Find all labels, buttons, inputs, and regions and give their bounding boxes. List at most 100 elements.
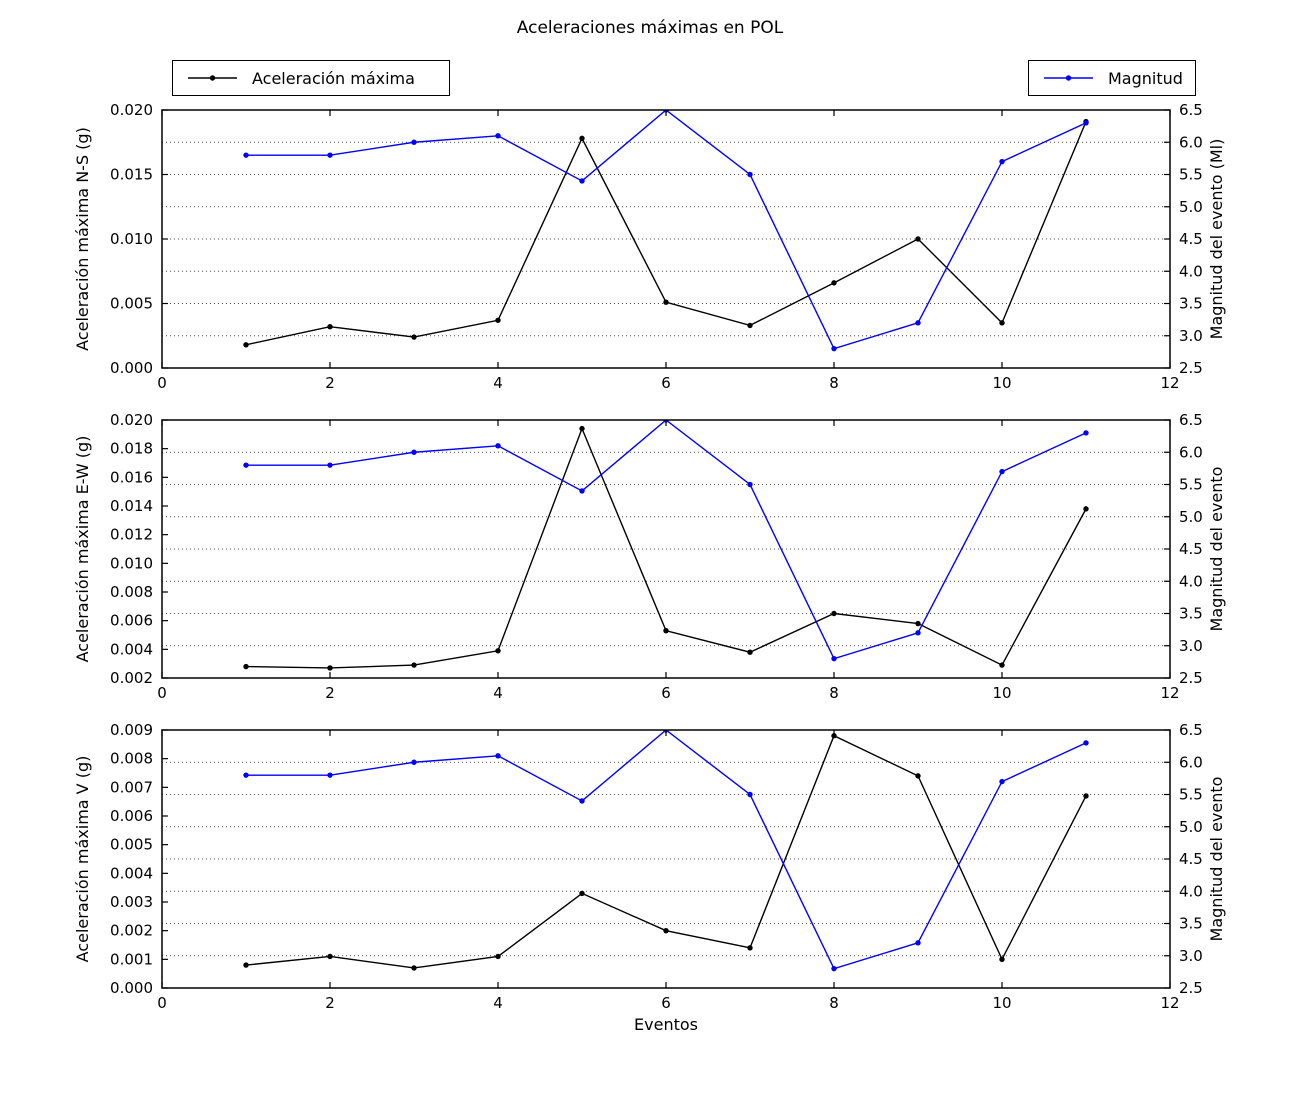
x-tick-label: 8 [829, 374, 839, 392]
y-tick-label-left: 0.009 [110, 721, 153, 739]
right-axis-label: Magnitud del evento [1207, 467, 1226, 632]
accel-line-swatch-icon [188, 75, 237, 81]
y-tick-label-left: 0.005 [110, 836, 153, 854]
x-tick-label: 6 [661, 374, 671, 392]
ns-magnitude-marker [831, 345, 837, 352]
y-tick-label-left: 0.008 [110, 750, 153, 768]
y-tick-label-right: 3.0 [1179, 327, 1203, 345]
y-tick-label-right: 6.0 [1179, 133, 1203, 151]
v-magnitude-marker [1083, 740, 1089, 746]
x-tick-label: 8 [829, 994, 839, 1012]
y-tick-label-left: 0.010 [110, 554, 153, 572]
magnitude-line-swatch-icon [1044, 75, 1093, 81]
ns-accel-line [245, 121, 1087, 346]
x-tick-label: 2 [325, 374, 335, 392]
y-tick-label-right: 6.0 [1179, 443, 1203, 461]
y-tick-label-right: 5.0 [1179, 198, 1203, 216]
subplot-ew: 0 2 4 6 8 10 12 0.002 0.004 0.006 0.008 0.010 0.012 0… [73, 411, 1226, 702]
ns-accel-marker [327, 324, 333, 330]
v-accel-marker [579, 890, 585, 897]
y-tick-label-right: 3.5 [1179, 915, 1203, 933]
ns-magnitude-marker [495, 133, 501, 139]
ew-magnitude-marker [1083, 430, 1089, 436]
right-axis-label: Magnitud del evento [1207, 777, 1226, 942]
ew-accel-marker [999, 662, 1005, 668]
y-tick-label-left: 0.000 [110, 359, 153, 377]
v-accel-marker [999, 956, 1005, 963]
ew-magnitude-marker [579, 488, 585, 494]
y-tick-label-right: 4.0 [1179, 262, 1203, 280]
y-tick-label-left: 0.018 [110, 440, 153, 458]
ew-accel-marker [1083, 506, 1089, 512]
ns-accel-marker [411, 334, 417, 340]
subplot-v: 0 2 4 6 8 10 12 0.000 0.001 0.002 0.003 0.004 0.005 0… [73, 721, 1226, 1012]
y-tick-label-right: 3.5 [1179, 605, 1203, 623]
v-accel-marker [327, 953, 333, 960]
v-accel-marker [915, 773, 921, 779]
y-tick-label-right: 2.5 [1179, 359, 1203, 377]
ns-accel-marker [915, 236, 921, 242]
y-tick-label-right: 4.5 [1179, 850, 1203, 868]
ns-accel-marker [243, 342, 249, 348]
ew-magnitude-marker [411, 449, 417, 455]
ew-magnitude-marker [243, 462, 249, 468]
v-accel-marker [1083, 793, 1089, 799]
x-tick-label: 0 [157, 684, 167, 702]
ns-magnitude-marker [243, 152, 249, 158]
x-tick-label: 12 [1160, 994, 1179, 1012]
ew-magnitude-marker [915, 630, 921, 636]
x-tick-label: 10 [992, 994, 1011, 1012]
ew-accel-marker [831, 610, 837, 617]
ew-accel-marker [747, 649, 753, 655]
x-tick-label: 12 [1160, 684, 1179, 702]
v-accel-marker [663, 927, 669, 934]
ns-magnitude-line [246, 110, 1087, 350]
chart-title: Aceleraciones máximas en POL [516, 18, 784, 38]
y-tick-label-right: 4.5 [1179, 230, 1203, 248]
x-tick-label: 6 [661, 684, 671, 702]
y-tick-label-left: 0.001 [110, 950, 153, 968]
x-tick-label: 0 [157, 994, 167, 1012]
ns-accel-marker [495, 317, 501, 323]
legend-magnitud: Magnitud [1028, 60, 1196, 96]
y-tick-label-left: 0.020 [110, 101, 153, 119]
ew-magnitude-line [246, 420, 1087, 660]
x-tick-label: 2 [325, 994, 335, 1012]
y-tick-label-right: 3.5 [1179, 295, 1203, 313]
ns-accel-marker [999, 320, 1005, 326]
ns-accel-marker [831, 280, 837, 286]
ew-accel-marker [915, 620, 921, 627]
y-tick-label-right: 4.0 [1179, 882, 1203, 900]
y-tick-label-left: 0.006 [110, 807, 153, 825]
y-tick-label-right: 6.0 [1179, 753, 1203, 771]
v-magnitude-marker [495, 753, 501, 759]
y-tick-label-left: 0.010 [110, 230, 153, 248]
ew-accel-marker [411, 662, 417, 668]
x-tick-label: 10 [992, 684, 1011, 702]
y-tick-label-right: 6.5 [1179, 101, 1203, 119]
v-magnitude-marker [747, 791, 753, 798]
y-tick-label-left: 0.000 [110, 979, 153, 997]
ew-magnitude-marker [495, 443, 501, 449]
v-magnitude-line [246, 730, 1087, 970]
y-tick-label-right: 5.5 [1179, 786, 1203, 804]
v-accel-marker [243, 962, 249, 968]
y-tick-label-left: 0.003 [110, 893, 153, 911]
y-tick-label-right: 2.5 [1179, 979, 1203, 997]
ns-magnitude-marker [747, 171, 753, 178]
y-tick-label-left: 0.020 [110, 411, 153, 429]
ns-accel-marker [747, 322, 753, 329]
v-magnitude-marker [411, 759, 417, 765]
x-axis-label: Eventos [634, 1015, 698, 1034]
y-tick-label-left: 0.012 [110, 526, 153, 544]
right-axis-label: Magnitud del evento (Ml) [1207, 139, 1226, 340]
v-magnitude-marker [999, 778, 1005, 785]
y-tick-label-left: 0.006 [110, 612, 153, 630]
v-magnitude-marker [243, 772, 249, 778]
y-tick-label-right: 4.5 [1179, 540, 1203, 558]
ew-accel-marker [327, 665, 333, 671]
x-tick-label: 2 [325, 684, 335, 702]
ew-magnitude-marker [327, 462, 333, 468]
x-tick-label: 10 [992, 374, 1011, 392]
